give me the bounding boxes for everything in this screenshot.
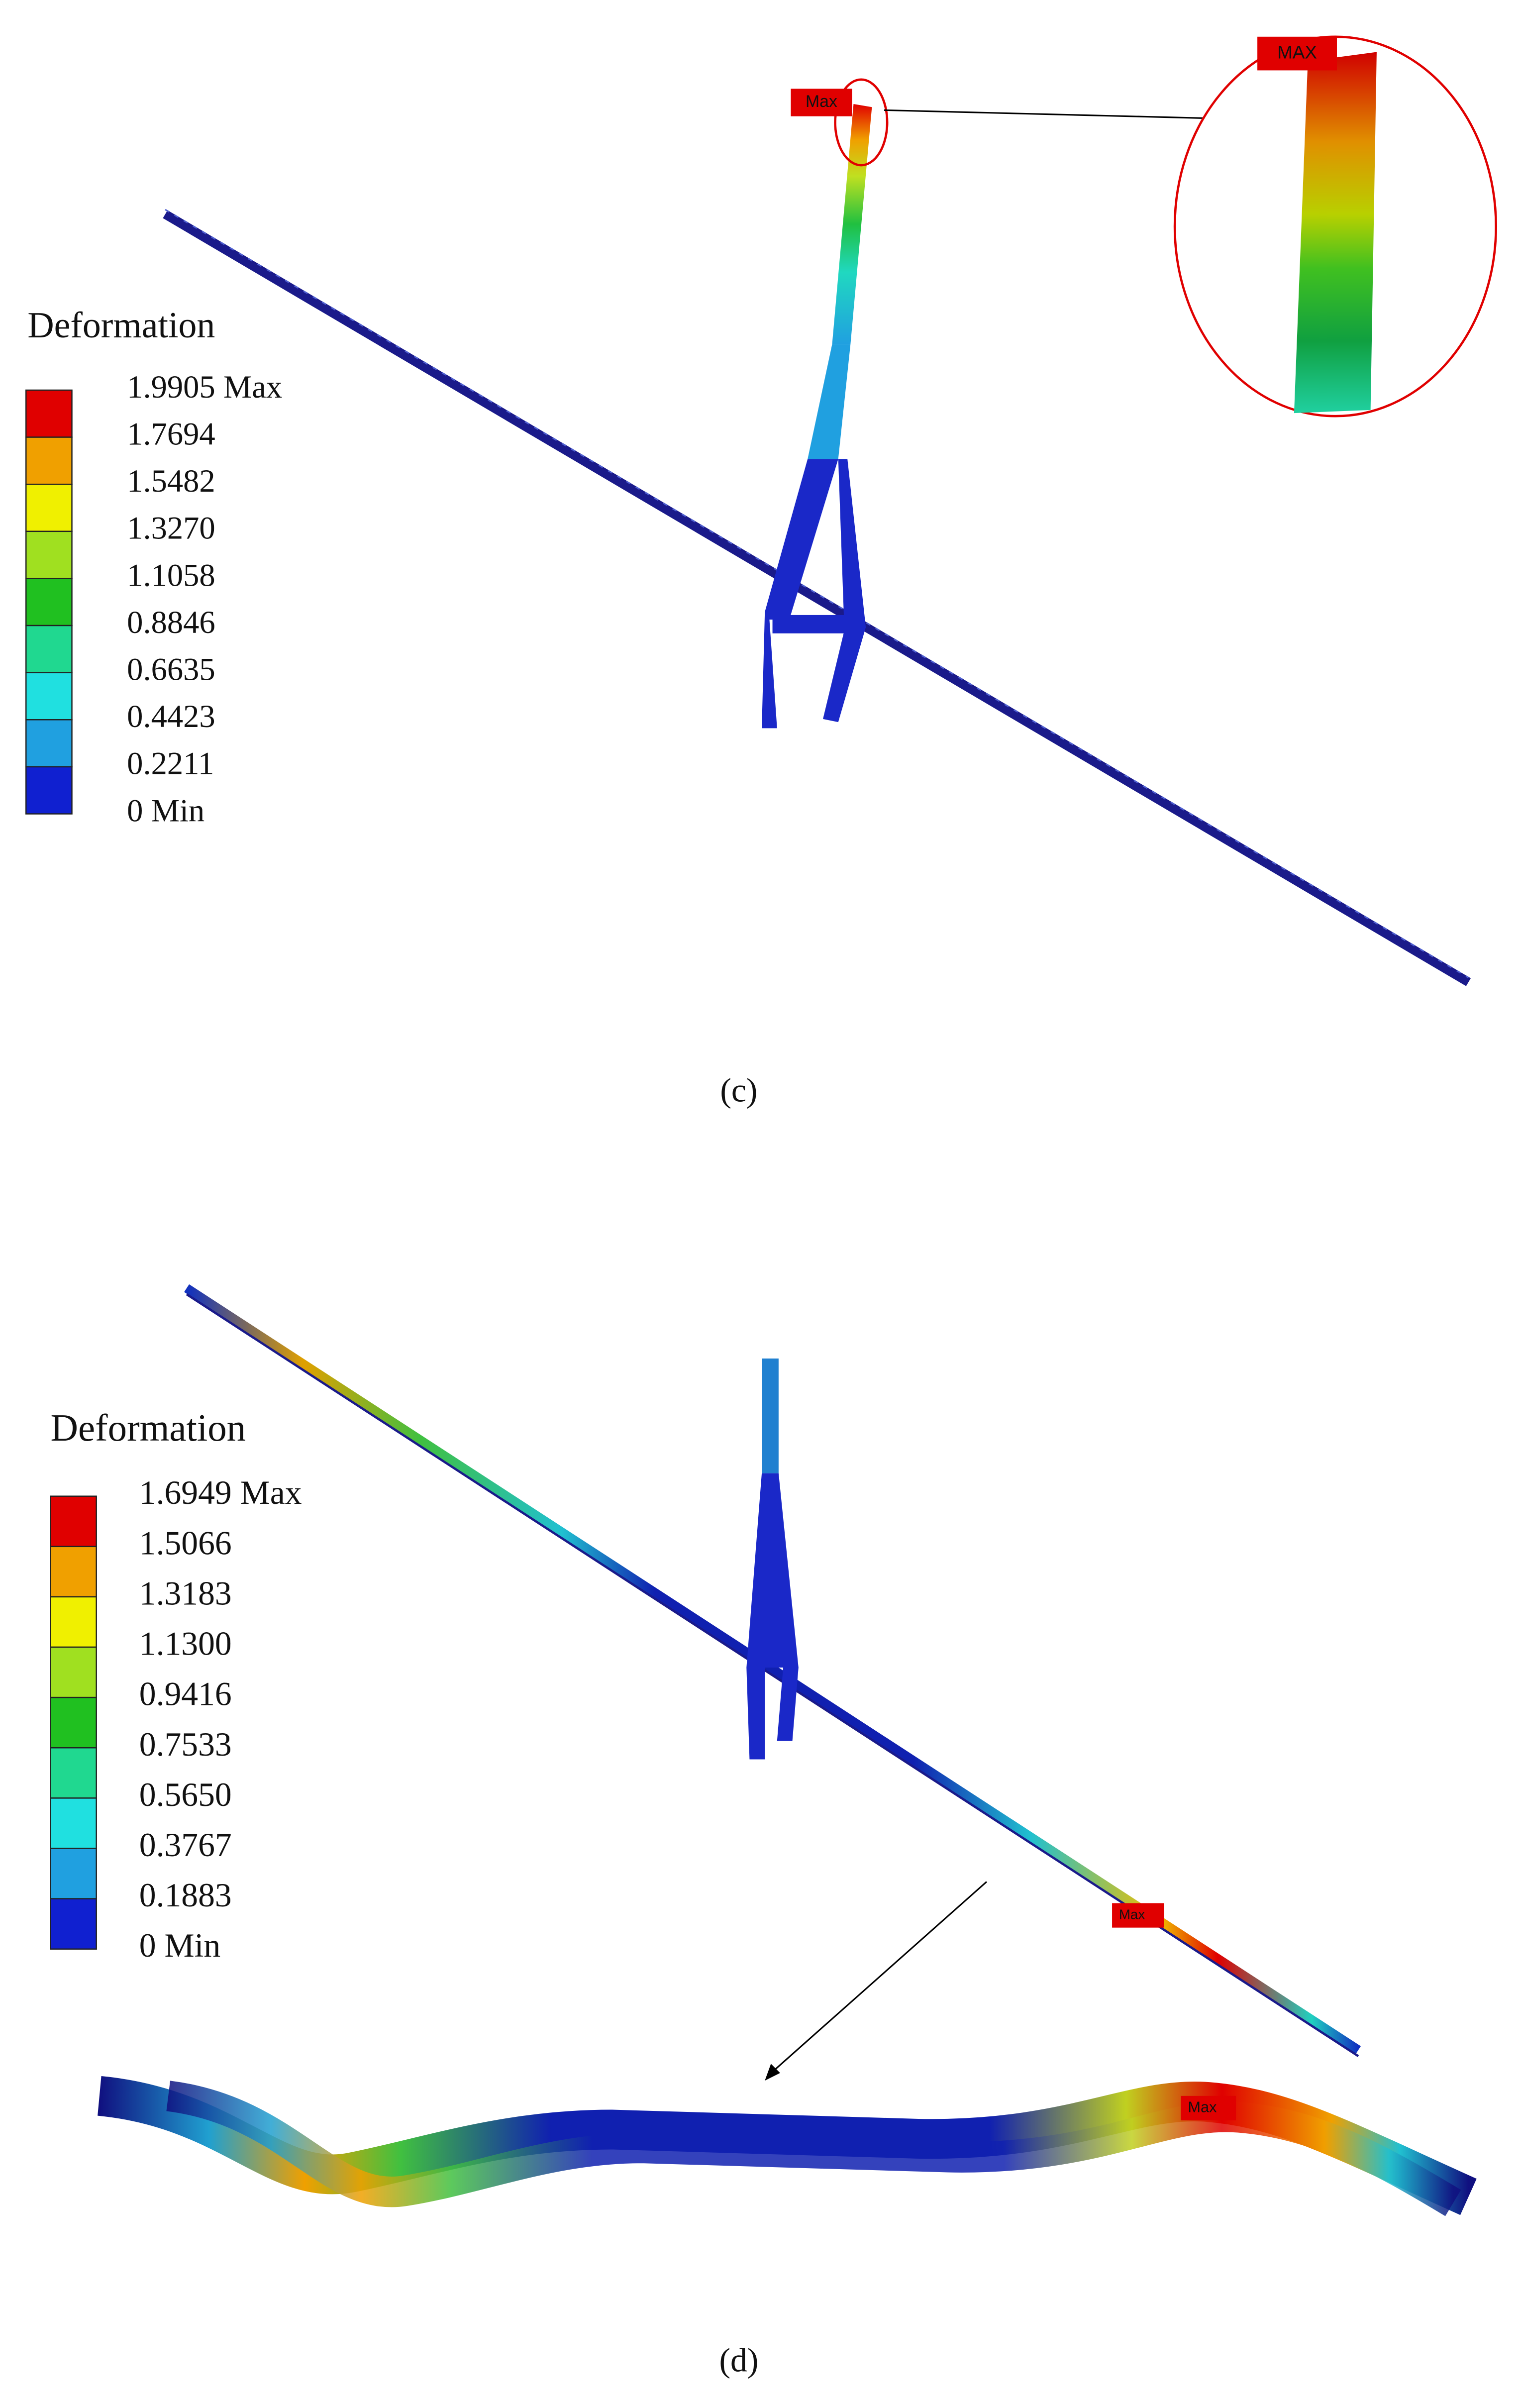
leg (762, 459, 838, 729)
legend-label: 0 Min (139, 1927, 220, 1964)
legend-swatch (50, 1797, 97, 1849)
legend-label: 0.9416 (139, 1675, 232, 1713)
leg (823, 459, 866, 723)
legend-label: 0.1883 (139, 1877, 232, 1914)
legend-swatch (25, 672, 73, 721)
deck (163, 210, 1471, 986)
legend-label: 0.7533 (139, 1726, 232, 1763)
legend-label: 1.1300 (139, 1625, 232, 1663)
marker-label: Max (1119, 1906, 1145, 1922)
legend-label: 1.9905 Max (127, 369, 282, 405)
legend-swatch (25, 436, 73, 485)
legend-swatch (25, 389, 73, 438)
arrowhead (765, 2064, 780, 2081)
legend-swatch (50, 1646, 97, 1698)
legend-swatch (50, 1546, 97, 1598)
legend-label: 1.5066 (139, 1524, 232, 1562)
caption: (c) (720, 1072, 757, 1109)
legend-label: 0.3767 (139, 1826, 232, 1864)
legend-swatch (50, 1696, 97, 1749)
mast (762, 1359, 779, 1473)
caption: (d) (719, 2341, 758, 2379)
highlight (834, 78, 889, 167)
legend-label: 0.2211 (127, 745, 214, 781)
marker-box (1181, 2095, 1236, 2121)
legend-swatch (25, 719, 73, 768)
marker-label: Max (806, 92, 837, 111)
legend-label: 0.5650 (139, 1776, 232, 1813)
marker-box (791, 89, 852, 116)
marker-box (1112, 1903, 1164, 1928)
zoom-marker-label: MAX (1277, 42, 1317, 62)
legend-swatch (50, 1898, 97, 1950)
legend-swatch (50, 1747, 97, 1799)
legend-title: Deformation (50, 1407, 246, 1449)
legend-label: 1.7694 (127, 416, 215, 451)
legend-label: 0.4423 (127, 698, 215, 734)
legend-label: 0 Min (127, 792, 204, 828)
legend-swatch (25, 625, 73, 673)
crossbeam (772, 615, 865, 633)
legend-swatch (25, 483, 73, 532)
arrow (769, 1881, 987, 2075)
legend-label: 1.1058 (127, 557, 215, 593)
zoom-beam (166, 2081, 1461, 2216)
legend-label: 1.3270 (127, 510, 215, 546)
arrow (884, 109, 1251, 120)
legend-swatch (25, 578, 73, 627)
deck-edge (186, 1293, 1359, 2057)
legend-swatch (25, 766, 73, 815)
legend-swatch (50, 1848, 97, 1899)
mast (808, 344, 851, 459)
legend-swatch (50, 1596, 97, 1648)
legend-swatch (50, 1495, 97, 1548)
zoom-marker-label: Max (1188, 2098, 1217, 2116)
legend-label: 0.6635 (127, 651, 215, 687)
zoom-mast (1294, 52, 1377, 414)
tower (746, 1473, 799, 1760)
legend-label: 1.3183 (139, 1574, 232, 1612)
legend-title: Deformation (27, 305, 215, 345)
legend-swatch (25, 530, 73, 579)
legend-label: 1.6949 Max (139, 1474, 302, 1511)
marker-box (1257, 36, 1337, 71)
legend-label: 1.5482 (127, 463, 215, 499)
legend-label: 0.8846 (127, 604, 215, 640)
